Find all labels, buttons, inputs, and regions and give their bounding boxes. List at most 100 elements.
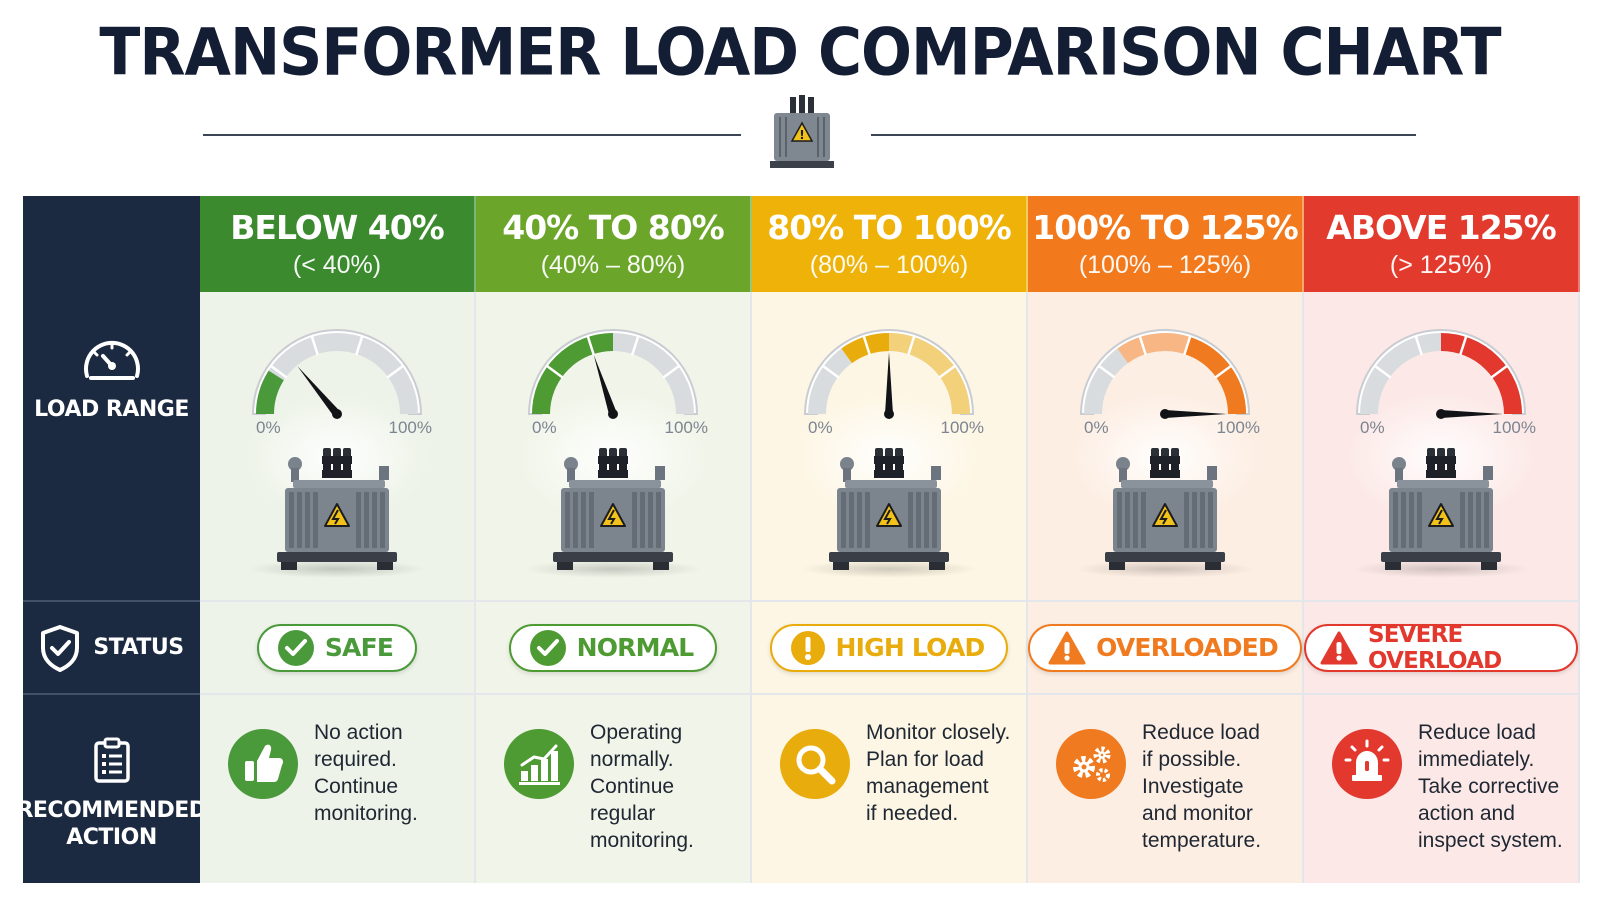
load-range-title: BELOW 40%	[230, 208, 444, 247]
action-text-line: if possible.	[1142, 748, 1242, 771]
action-text-line: immediately.	[1418, 748, 1535, 771]
status-cell: SAFE	[200, 602, 476, 695]
gauge-hub	[608, 409, 618, 419]
gauge-needle	[593, 355, 617, 416]
status-cell: OVERLOADED	[1028, 602, 1304, 695]
action-text-line: Continue	[314, 775, 399, 798]
clipboard-list-icon	[93, 737, 130, 783]
status-badge-label: SEVERE OVERLOAD	[1368, 621, 1502, 674]
bar-chart-icon	[504, 729, 574, 799]
action-text-line: monitoring.	[590, 829, 694, 852]
action-text-line: Reduce load	[1418, 721, 1536, 744]
check-icon	[277, 629, 314, 666]
load-range-title: 80% TO 100%	[767, 208, 1011, 247]
gauge-hub	[1160, 409, 1170, 419]
action-text-line: Investigate	[1142, 775, 1244, 798]
row-label-text: STATUS	[93, 634, 184, 660]
action-text-line: regular	[590, 802, 656, 825]
title-divider-left	[203, 134, 741, 136]
gauge-hub	[884, 409, 894, 419]
gauge-min-label: 0%	[256, 418, 281, 437]
recommended-action-text: Reduce load if possible. Investigate and mo…	[1142, 719, 1261, 854]
action-text-line: Continue	[590, 775, 675, 798]
shield-check-icon	[41, 624, 80, 672]
speedometer-icon	[83, 341, 140, 381]
alarm-light-icon	[1332, 729, 1402, 799]
load-range-title: ABOVE 125%	[1326, 208, 1556, 247]
action-text-line: and monitor	[1142, 802, 1253, 825]
recommended-action-text: No action required. Continue monitoring.	[314, 719, 418, 827]
load-range-subtitle: (40% – 80%)	[540, 251, 686, 279]
action-text-line: normally.	[590, 748, 674, 771]
status-badge-label: NORMAL	[576, 633, 695, 662]
load-range-visual: 0% 100%	[752, 292, 1028, 602]
column-header: 80% TO 100% (80% – 100%)	[752, 196, 1028, 292]
title-divider-right	[871, 134, 1416, 136]
status-badge: SAFE	[256, 623, 418, 672]
status-badge-label: HIGH LOAD	[835, 633, 986, 662]
status-cell: NORMAL	[476, 602, 752, 695]
action-text-line: Operating	[590, 721, 683, 744]
row-label-text: ACTION	[66, 825, 157, 850]
load-range-visual: 0% 100%	[1304, 292, 1580, 602]
gauge-min-label: 0%	[1084, 418, 1109, 437]
load-range-title: 100% TO 125%	[1032, 208, 1298, 247]
load-range-visual: 0% 100%	[476, 292, 752, 602]
row-label-load-range: LOAD RANGE	[23, 196, 200, 602]
column-header: 100% TO 125% (100% – 125%)	[1028, 196, 1304, 292]
load-range-subtitle: (< 40%)	[292, 251, 382, 279]
gauge-needle	[1165, 410, 1227, 418]
svg-text:!: !	[799, 128, 804, 142]
gauge-max-label: 100%	[940, 418, 984, 437]
gauge-min-label: 0%	[1360, 418, 1385, 437]
action-text-line: management	[866, 775, 989, 798]
gauge-max-label: 100%	[1492, 418, 1536, 437]
load-range-visual: 0% 100%	[1028, 292, 1304, 602]
gauge-max-label: 100%	[388, 418, 432, 437]
row-label-text: LOAD RANGE	[34, 397, 189, 423]
load-gauge	[803, 329, 975, 419]
action-text-line: inspect system.	[1418, 829, 1563, 852]
action-text-line: monitoring.	[314, 802, 418, 825]
load-gauge	[1079, 329, 1251, 419]
transformer-icon	[829, 448, 949, 570]
gauge-fill	[255, 370, 284, 415]
gauge-hub	[332, 409, 342, 419]
load-range-visual: 0% 100%	[200, 292, 476, 602]
warning-icon	[1048, 631, 1086, 664]
load-gauge	[527, 329, 699, 419]
gauge-min-label: 0%	[808, 418, 833, 437]
load-gauge	[1355, 329, 1527, 419]
load-range-subtitle: (100% – 125%)	[1078, 251, 1252, 279]
exclamation-icon	[790, 630, 825, 665]
status-badge: SEVERE OVERLOAD	[1304, 621, 1578, 674]
action-text-line: action and	[1418, 802, 1515, 825]
gauge-max-label: 100%	[664, 418, 708, 437]
magnifier-icon	[780, 729, 850, 799]
action-text-line: No action	[314, 721, 403, 744]
transformer-icon	[1381, 448, 1501, 570]
recommended-action-cell: Reduce load if possible. Investigate and mo…	[1028, 695, 1304, 883]
gauge-needle	[885, 352, 893, 414]
gauge-fill	[1440, 333, 1522, 415]
status-cell: HIGH LOAD	[752, 602, 1028, 695]
status-badge: OVERLOADED	[1028, 623, 1302, 672]
gauge-fill	[1184, 336, 1246, 415]
transformer-icon	[1105, 448, 1225, 570]
column-header: 40% TO 80% (40% – 80%)	[476, 196, 752, 292]
transformer-icon	[553, 448, 673, 570]
gauge-max-label: 100%	[1216, 418, 1260, 437]
load-range-title: 40% TO 80%	[502, 208, 725, 247]
check-icon	[529, 629, 566, 666]
recommended-action-cell: Monitor closely. Plan for load management i…	[752, 695, 1028, 883]
action-text-line: temperature.	[1142, 829, 1262, 852]
gauge-hub	[1436, 409, 1446, 419]
load-range-subtitle: (80% – 100%)	[809, 251, 969, 279]
transformer-icon	[277, 448, 397, 570]
warning-icon	[1320, 631, 1358, 664]
action-text-line: Plan for load	[866, 748, 984, 771]
recommended-action-cell: Operating normally. Continue regular monitor…	[476, 695, 752, 883]
thumbs-up-icon	[228, 729, 298, 799]
row-label-recommended-action: RECOMMENDED ACTION	[16, 695, 207, 883]
status-badge-label: OVERLOADED	[1096, 633, 1279, 662]
